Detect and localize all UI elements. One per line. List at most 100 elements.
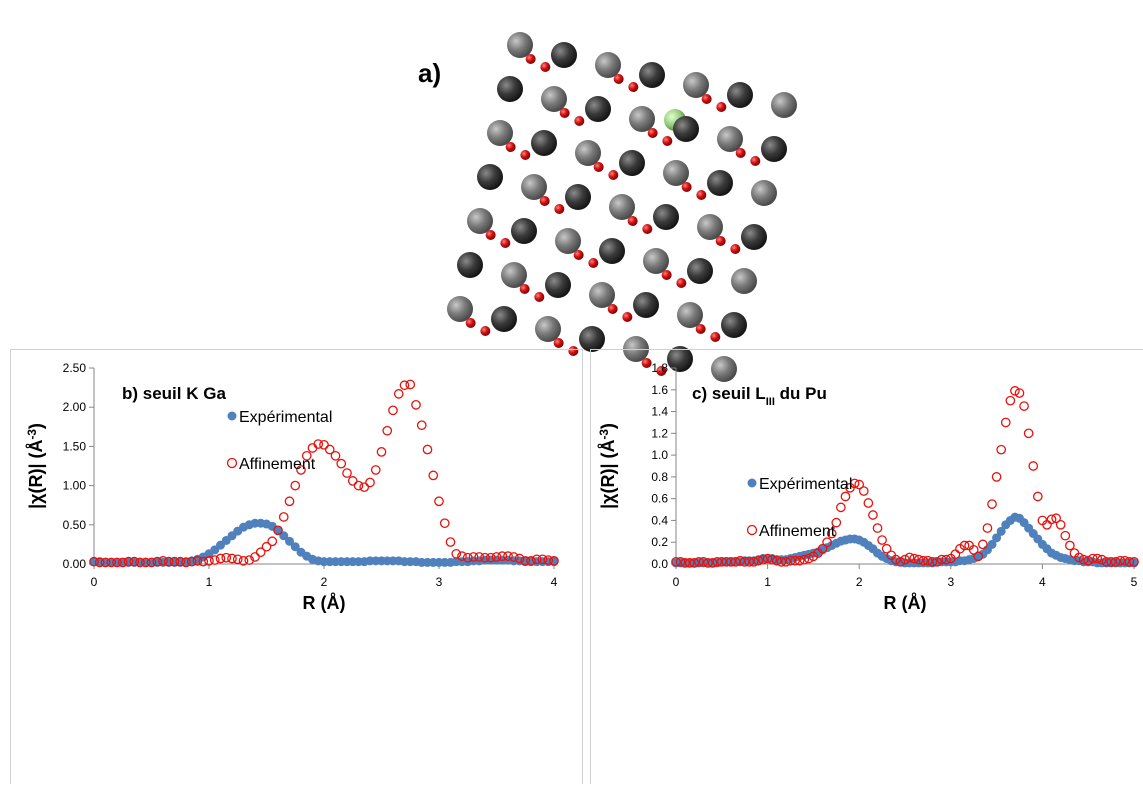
atom — [628, 216, 638, 226]
atom — [751, 180, 777, 206]
atom — [697, 214, 723, 240]
atom — [480, 326, 490, 336]
chart-title-part: du Pu — [775, 384, 827, 403]
atom — [761, 136, 787, 162]
atom — [716, 102, 726, 112]
atom — [555, 228, 581, 254]
legend-marker — [748, 526, 757, 535]
atom — [497, 76, 523, 102]
atom — [683, 72, 709, 98]
atom — [676, 278, 686, 288]
atom — [579, 326, 605, 352]
atom — [731, 268, 757, 294]
x-tick-label: 2 — [321, 575, 328, 589]
atom — [662, 270, 672, 280]
data-point — [372, 466, 380, 474]
atom — [457, 252, 483, 278]
y-tick-label: 1.50 — [63, 439, 87, 453]
atom — [629, 106, 655, 132]
data-point — [395, 390, 403, 398]
x-tick-label: 5 — [1131, 575, 1138, 589]
data-point — [1002, 418, 1010, 426]
atom — [716, 236, 726, 246]
atom — [521, 174, 547, 200]
atom — [633, 292, 659, 318]
y-tick-label: 0.8 — [651, 470, 668, 484]
data-point — [412, 401, 420, 409]
atom — [447, 296, 473, 322]
data-point — [1029, 462, 1037, 470]
atom — [653, 204, 679, 230]
data-point — [988, 500, 996, 508]
atom — [614, 74, 624, 84]
atom — [696, 324, 706, 334]
data-point — [423, 445, 431, 453]
data-point — [343, 469, 351, 477]
y-tick-label: 1.4 — [651, 405, 668, 419]
atom — [662, 136, 672, 146]
atom — [466, 318, 476, 328]
atom — [574, 116, 584, 126]
atom — [711, 356, 737, 382]
atom — [545, 272, 571, 298]
data-point — [997, 445, 1005, 453]
data-point — [992, 473, 1000, 481]
atom — [702, 94, 712, 104]
atom — [673, 116, 699, 142]
chart-title: b) seuil K Ga — [122, 384, 226, 403]
y-axis-label-part: -3 — [598, 429, 611, 440]
atom — [551, 42, 577, 68]
atom — [677, 302, 703, 328]
legend-marker — [228, 459, 237, 468]
data-point — [211, 556, 219, 564]
atom — [507, 32, 533, 58]
atom — [643, 248, 669, 274]
y-axis-label-part: |χ(R)| (Å — [598, 439, 618, 508]
atom — [707, 170, 733, 196]
atom — [608, 304, 618, 314]
atom — [477, 164, 503, 190]
data-point — [280, 513, 288, 521]
x-tick-label: 4 — [1039, 575, 1046, 589]
y-tick-label: 1.00 — [63, 479, 87, 493]
atom — [642, 358, 652, 368]
data-point — [446, 538, 454, 546]
atom — [491, 306, 517, 332]
data-point — [441, 519, 449, 527]
data-point — [337, 459, 345, 467]
y-axis-label-part: ) — [598, 423, 618, 429]
data-point — [429, 471, 437, 479]
atom — [575, 140, 601, 166]
atom — [526, 54, 536, 64]
atom — [609, 194, 635, 220]
data-point — [383, 427, 391, 435]
atom — [642, 224, 652, 234]
data-point — [983, 524, 991, 532]
data-point — [366, 478, 374, 486]
x-tick-label: 3 — [436, 575, 443, 589]
y-tick-label: 2.50 — [63, 361, 87, 375]
y-axis-label-part: |χ(R)| (Å — [26, 439, 46, 508]
y-tick-label: 1.8 — [651, 361, 668, 375]
y-axis-label: |χ(R)| (Å-3) — [598, 423, 619, 509]
y-tick-label: 0.4 — [651, 513, 668, 527]
x-axis-label: R (Å) — [884, 593, 927, 613]
legend-label: Expérimental — [759, 476, 852, 493]
chart-title-part: c) seuil L — [692, 384, 766, 403]
atom — [540, 196, 550, 206]
data-point — [1006, 396, 1014, 404]
atom — [595, 52, 621, 78]
atom — [741, 224, 767, 250]
atom — [467, 208, 493, 234]
atom — [771, 92, 797, 118]
legend-label: Affinement — [239, 456, 316, 473]
chart-frame — [591, 350, 1143, 785]
x-tick-label: 0 — [91, 575, 98, 589]
data-point — [873, 524, 881, 532]
atom — [540, 62, 550, 72]
atom — [687, 258, 713, 284]
atom — [486, 230, 496, 240]
atom — [541, 86, 567, 112]
y-axis-label-part: -3 — [26, 429, 39, 440]
y-tick-label: 1.2 — [651, 426, 668, 440]
